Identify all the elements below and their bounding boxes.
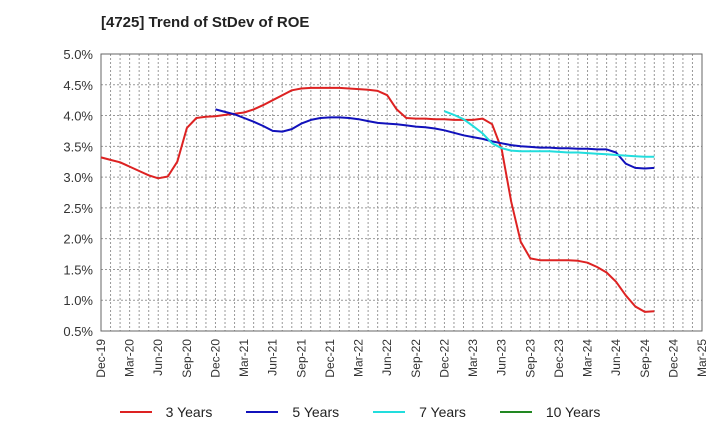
legend-swatch <box>119 411 152 413</box>
legend-item-7-years: 7 Years <box>373 404 466 420</box>
x-tick-label: Mar-23 <box>466 339 480 377</box>
y-tick-label: 3.5% <box>63 139 93 154</box>
plot-frame <box>100 53 703 332</box>
x-tick-label: Dec-22 <box>437 339 451 378</box>
x-tick-label: Mar-20 <box>123 339 137 377</box>
y-tick-label: 4.5% <box>63 78 93 93</box>
legend-label: 7 Years <box>419 404 466 420</box>
x-tick-label: Dec-21 <box>323 339 337 378</box>
x-tick-label: Sep-23 <box>523 339 537 378</box>
y-tick-label: 1.0% <box>63 293 93 308</box>
y-tick-label: 1.5% <box>63 262 93 277</box>
series-line-7-years <box>444 110 655 158</box>
x-tick-label: Mar-25 <box>695 339 709 377</box>
x-tick-label: Mar-24 <box>581 339 595 377</box>
chart-legend: 3 Years 5 Years 7 Years 10 Years <box>0 404 720 420</box>
x-tick-label: Jun-23 <box>495 339 509 376</box>
y-tick-label: 3.0% <box>63 170 93 185</box>
plot-area <box>101 54 702 331</box>
legend-label: 10 Years <box>545 404 601 420</box>
x-tick-label: Jun-20 <box>151 339 165 376</box>
legend-swatch <box>246 411 279 413</box>
x-tick-label: Sep-20 <box>180 339 194 378</box>
x-tick-label: Sep-24 <box>638 339 652 378</box>
x-tick-label: Jun-22 <box>380 339 394 376</box>
x-tick-label: Dec-19 <box>94 339 108 378</box>
legend-label: 3 Years <box>165 404 213 420</box>
y-tick-label: 0.5% <box>63 324 93 339</box>
y-tick-label: 2.0% <box>63 232 93 247</box>
legend-item-3-years: 3 Years <box>119 404 213 420</box>
x-tick-label: Dec-23 <box>552 339 566 378</box>
series-line-3-years <box>100 86 655 313</box>
x-tick-label: Mar-22 <box>352 339 366 377</box>
x-tick-label: Mar-21 <box>237 339 251 377</box>
x-tick-label: Sep-22 <box>409 339 423 378</box>
legend-label: 5 Years <box>292 404 340 420</box>
y-tick-label: 2.5% <box>63 201 93 216</box>
legend-swatch <box>499 411 532 413</box>
x-tick-label: Jun-24 <box>609 339 623 376</box>
legend-item-5-years: 5 Years <box>246 404 339 420</box>
x-tick-label: Dec-20 <box>208 339 222 378</box>
legend-item-10-years: 10 Years <box>499 404 601 420</box>
chart-title: [4725] Trend of StDev of ROE <box>101 14 310 31</box>
x-tick-label: Dec-24 <box>666 339 680 378</box>
x-tick-label: Sep-21 <box>294 339 308 378</box>
y-tick-label: 5.0% <box>63 47 93 62</box>
legend-swatch <box>373 411 406 413</box>
y-tick-label: 4.0% <box>63 109 93 124</box>
series-line-5-years <box>215 108 655 170</box>
x-tick-label: Jun-21 <box>266 339 280 376</box>
